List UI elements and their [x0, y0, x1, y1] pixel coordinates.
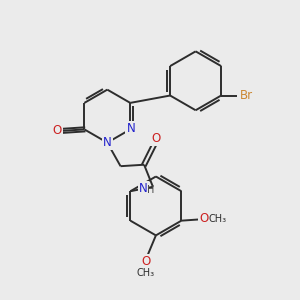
Text: Br: Br [240, 89, 253, 102]
Text: CH₃: CH₃ [208, 214, 226, 224]
Text: CH₃: CH₃ [136, 268, 154, 278]
Text: N: N [139, 182, 148, 195]
Text: N: N [127, 122, 135, 135]
Text: O: O [141, 255, 150, 268]
Text: O: O [52, 124, 62, 137]
Text: H: H [148, 185, 155, 195]
Text: O: O [200, 212, 209, 225]
Text: O: O [151, 132, 160, 145]
Text: N: N [103, 136, 112, 149]
